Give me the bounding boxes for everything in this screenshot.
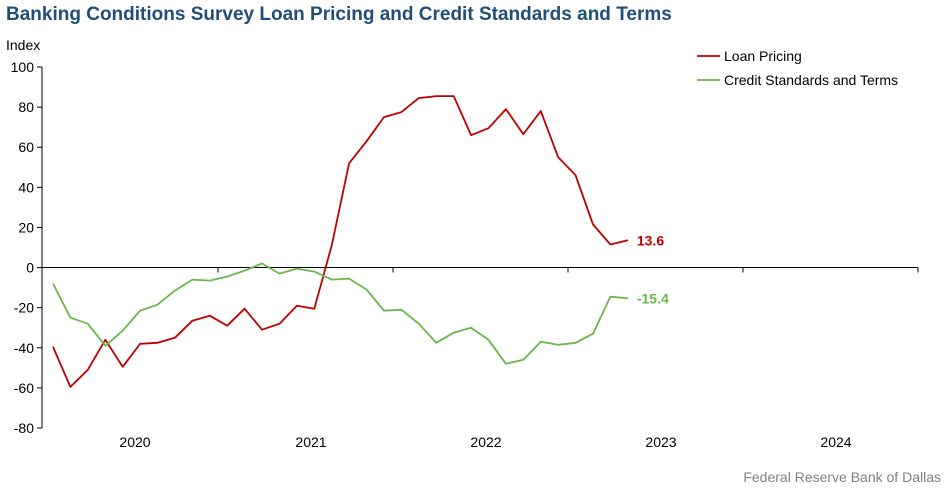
y-tick-label: 20 [18,219,34,235]
y-tick-label: 0 [26,260,34,276]
x-tick-label: 2020 [119,434,150,450]
credit-standards-legend-label: Credit Standards and Terms [724,72,898,88]
chart-title: Banking Conditions Survey Loan Pricing a… [6,4,672,25]
source-note: Federal Reserve Bank of Dallas [743,469,941,485]
y-tick-label: 40 [18,179,34,195]
y-tick-label: -40 [14,340,34,356]
y-axis-label: Index [6,37,40,53]
y-tick-label: 100 [11,59,35,75]
y-tick-label: -80 [14,420,34,436]
loan-pricing-line [52,95,629,388]
loan-pricing-end-label: 13.6 [637,232,664,248]
legend: Loan Pricing Credit Standards and Terms [697,48,898,88]
y-tick-label: 80 [18,99,34,115]
x-tick-label: 2023 [645,434,676,450]
loan-pricing-legend-label: Loan Pricing [724,48,802,64]
x-tick-label: 2024 [820,434,851,450]
plot-area: 13.6 -15.4 [52,95,669,388]
x-tick-label: 2021 [295,434,326,450]
y-tick-label: 60 [18,139,34,155]
y-tick-label: -20 [14,300,34,316]
credit-standards-end-label: -15.4 [637,290,669,306]
y-tick-label: -60 [14,380,34,396]
x-tick-label: 2022 [470,434,501,450]
y-axis: 100 80 60 40 20 0 -20 -40 -60 -80 [11,59,43,436]
x-axis: 2020 2021 2022 2023 2024 [42,267,919,450]
credit-standards-line [52,262,628,365]
